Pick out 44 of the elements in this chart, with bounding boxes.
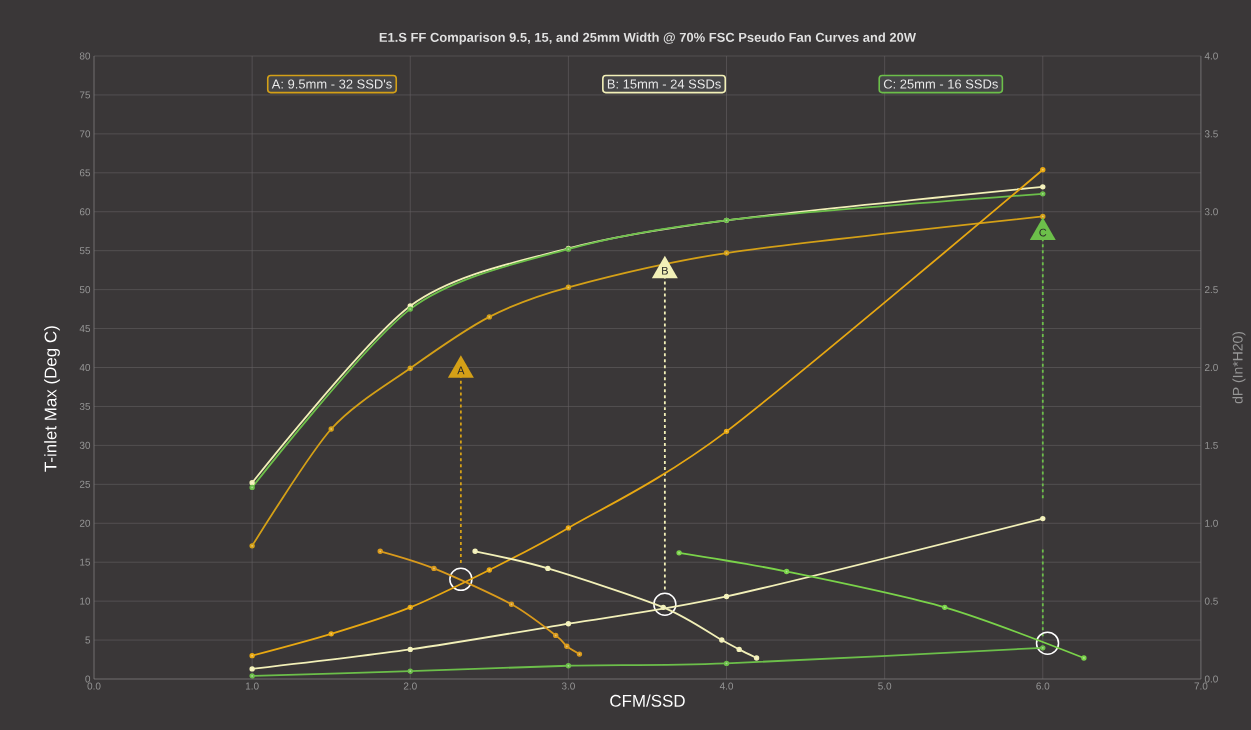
y-tick-label: 35 (79, 402, 91, 410)
annotation: C: 25mm - 16 SSDs (883, 79, 998, 89)
y2-tick-label: 1.5 (1205, 441, 1218, 449)
y-tick-label: 25 (79, 480, 91, 488)
y2-tick-label: 2.5 (1204, 286, 1218, 294)
y2-tick-label: 0.5 (1204, 597, 1218, 605)
x-tick-label: 5.0 (878, 682, 892, 690)
y-tick-label: 20 (79, 519, 91, 527)
y2-tick-label: 0.0 (1204, 675, 1218, 683)
annotation: C (1039, 228, 1047, 237)
y-tick-label: 10 (80, 597, 91, 605)
annotation: B: 15mm - 24 SSDs (607, 79, 721, 89)
y-tick-label: 60 (79, 208, 91, 216)
y-tick-label: 30 (79, 441, 91, 449)
y-tick-label: 55 (79, 247, 91, 255)
chart-title: E1.S FF Comparison 9.5, 15, and 25mm Width @ 70% FSC Pseudo Fan Curves and 20W (379, 32, 917, 45)
y2-tick-label: 2.0 (1204, 363, 1218, 372)
x-tick-label: 1.0 (245, 682, 259, 690)
annotation: A (457, 366, 465, 375)
x-tick-label: 7.0 (1194, 682, 1208, 690)
y-tick-label: 45 (79, 325, 91, 333)
annotation: B (662, 266, 668, 275)
y-tick-label: 80 (79, 52, 91, 60)
x-tick-label: 4.0 (719, 682, 734, 690)
y-tick-label: 40 (79, 363, 91, 372)
y-tick-label: 75 (79, 91, 91, 99)
y-tick-label: 50 (79, 286, 91, 294)
y-tick-label: 70 (79, 130, 91, 138)
x-tick-label: 6.0 (1036, 682, 1050, 690)
y2-tick-label: 3.5 (1204, 130, 1218, 138)
annotation: A: 9.5mm - 32 SSD's (271, 79, 392, 89)
y-tick-label: 5 (85, 636, 91, 644)
y2-tick-label: 1.0 (1205, 519, 1218, 527)
x-tick-label: 0.0 (87, 682, 101, 690)
x-tick-label: 2.0 (403, 682, 417, 690)
y-tick-label: 65 (79, 169, 91, 177)
y2-axis-title: dP (In*H20) (1232, 331, 1246, 404)
y-tick-label: 15 (80, 558, 91, 566)
x-axis-title: CFM/SSD (610, 694, 685, 707)
y-axis-title: T-inlet Max (Deg C) (44, 326, 60, 472)
y2-tick-label: 4.0 (1204, 52, 1218, 60)
x-tick-label: 3.0 (561, 682, 575, 690)
y-tick-label: 0 (85, 675, 91, 683)
y2-tick-label: 3.0 (1204, 208, 1218, 216)
